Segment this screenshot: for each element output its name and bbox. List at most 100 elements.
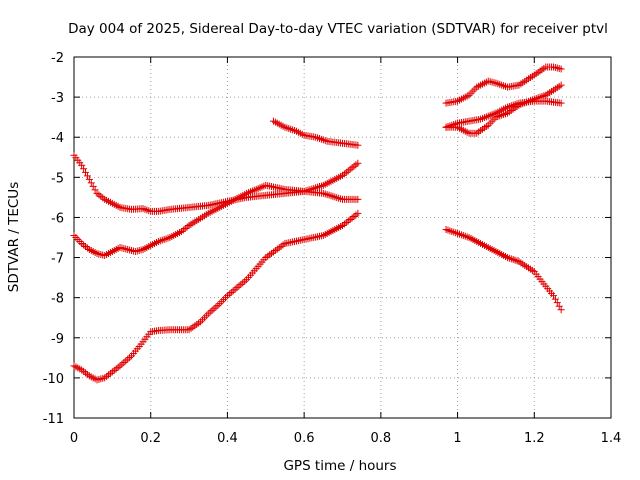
data-point [229,287,237,295]
data-point [350,162,358,170]
data-point [212,303,220,311]
data-point [325,191,333,199]
data-point [112,365,120,373]
data-point [208,306,216,314]
data-point [87,179,95,187]
data-point [488,78,496,86]
x-tick-label: 0.6 [294,431,315,446]
data-point [82,369,90,377]
data-point [114,363,122,371]
data-point [348,214,356,222]
y-tick-labels: -11 -10 -9 -8 -7 -6 -5 -4 -3 -2 [43,51,64,427]
data-point [346,215,354,223]
y-tick-label: -3 [51,91,64,106]
data-point [83,172,91,180]
data-point [350,212,358,220]
data-point [99,251,107,259]
data-point [80,165,88,173]
data-point [323,191,331,199]
data-point [233,284,241,292]
data-point [314,183,322,191]
data-marks [70,63,565,384]
data-point [335,194,343,202]
data-point [95,375,103,383]
data-point [118,244,126,252]
data-point [551,64,559,72]
data-point [553,299,561,307]
data-point [553,64,561,72]
data-point [110,366,118,374]
data-point [122,357,130,365]
chart-title: Day 004 of 2025, Sidereal Day-to-day VTE… [68,21,608,37]
data-point [486,78,494,86]
grid [74,57,611,418]
data-point [210,305,218,313]
data-point [206,308,214,316]
data-point [131,248,139,256]
data-point [95,191,103,199]
data-point [331,193,339,201]
data-point [490,79,498,87]
data-point [82,168,90,176]
data-point [101,374,109,382]
data-point [122,245,130,253]
data-point [302,187,310,195]
x-axis-label: GPS time / hours [283,458,396,474]
data-point [557,99,565,107]
data-point [555,302,563,310]
y-tick-label: -10 [43,372,64,387]
data-point [105,371,113,379]
data-point [106,369,114,377]
series-track-8 [442,225,565,314]
data-point [352,161,360,169]
data-point [342,218,350,226]
x-tick-label: 0 [70,431,78,446]
data-point [557,65,565,73]
data-point [93,189,101,197]
y-tick-label: -11 [43,412,64,427]
data-point [348,164,356,172]
data-point [557,81,565,89]
data-point [551,295,559,303]
y-tick-label: -6 [51,211,64,226]
data-point [78,161,86,169]
data-point [227,288,235,296]
data-point [120,359,128,367]
data-point [310,184,318,192]
y-tick-label: -5 [51,171,64,186]
data-point [231,285,239,293]
data-point [225,290,233,298]
data-point [237,280,245,288]
data-point [118,360,126,368]
axis-ticks [73,56,612,419]
y-tick-label: -8 [51,292,64,307]
data-point [124,355,132,363]
data-point [354,159,362,167]
x-tick-label: 0.8 [371,431,392,446]
y-tick-label: -7 [51,252,64,267]
series-track-4 [269,117,362,149]
data-point [344,217,352,225]
plot-frame [73,56,612,419]
x-tick-labels: 0 0.2 0.4 0.6 0.8 1 1.2 1.4 [70,431,621,446]
y-tick-label: -4 [51,131,64,146]
y-axis-label: SDTVAR / TECUs [6,182,22,292]
x-tick-label: 1 [453,431,461,446]
series-track-5 [442,63,565,107]
y-tick-label: -9 [51,332,64,347]
data-point [97,192,105,200]
x-tick-label: 1.4 [601,431,622,446]
data-point [124,246,132,254]
x-tick-label: 1.2 [524,431,545,446]
data-point [354,195,362,203]
data-point [329,192,337,200]
data-point [239,279,247,287]
data-point [120,245,128,253]
data-point [126,246,134,254]
data-point [108,368,116,376]
data-point [354,141,362,149]
data-point [319,189,327,197]
data-point [321,190,329,198]
series-track-1 [70,151,362,215]
